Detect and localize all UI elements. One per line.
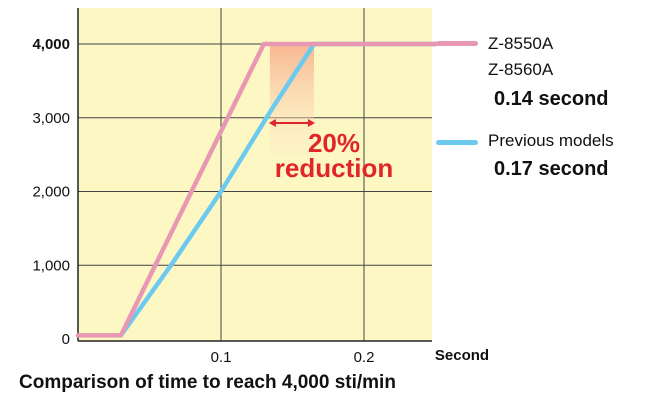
y-tick-label-4: 4,000 [32,36,70,53]
legend-label-z8560a: Z-8560A [488,60,554,79]
legend-label-z8550a: Z-8550A [488,34,554,53]
legend-swatch-new-models [436,41,478,46]
y-tick-label-3: 3,000 [32,110,70,127]
reduction-percent: 20% [307,128,361,158]
series-line-0 [75,41,438,338]
reduction-arrow-head-right [307,119,315,127]
y-tick-label-0: 0 [62,331,70,348]
reduction-label: reduction [274,153,394,183]
reduction-annotation: 20% reduction [254,128,414,183]
x-tick-label-0: 0.1 [211,349,232,366]
legend-value-previous-models: 0.17 second [494,158,609,180]
reduction-arrow-head-left [268,119,276,127]
x-tick-label-1: 0.2 [354,349,375,366]
chart-title: Comparison of time to reach 4,000 sti/mi… [19,372,396,393]
legend-swatch-previous-models [436,140,478,145]
x-axis-label: Second [435,347,489,364]
legend-label-previous-models: Previous models [488,131,614,150]
legend-value-new-models: 0.14 second [494,88,609,110]
y-tick-label-2: 2,000 [32,184,70,201]
y-tick-label-1: 1,000 [32,257,70,274]
